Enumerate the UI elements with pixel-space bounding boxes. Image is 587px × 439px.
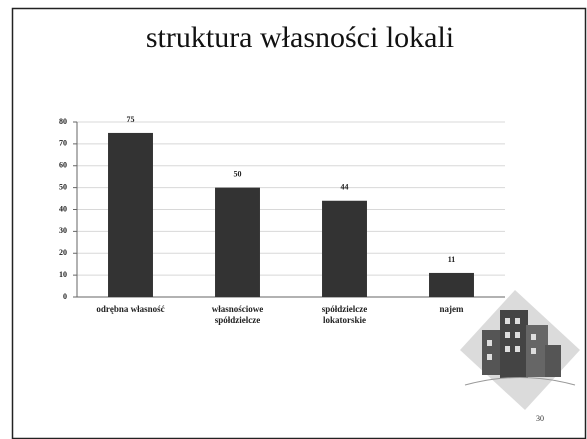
bar [215, 187, 260, 297]
x-tick-label: spółdzielcze lokatorskie [321, 304, 368, 325]
value-label: 44 [341, 183, 349, 192]
y-tick-label: 30 [59, 226, 67, 235]
x-tick-label: odrębna własność [96, 304, 165, 314]
bar [429, 272, 474, 297]
building-icon [460, 290, 580, 410]
page-number: 30 [536, 414, 544, 423]
x-tick-label: własnościowe spółdzielcze [211, 304, 264, 325]
y-tick-label: 60 [59, 161, 67, 170]
value-label: 50 [234, 169, 242, 178]
bar [322, 200, 367, 297]
y-tick-label: 40 [59, 204, 67, 213]
x-tick-label: najem [439, 304, 464, 314]
value-label: 75 [127, 115, 135, 124]
bar [108, 132, 153, 297]
y-tick-label: 20 [59, 248, 67, 257]
chart-title: struktura własności lokali [146, 21, 454, 54]
y-tick-label: 80 [59, 117, 67, 126]
y-tick-label: 50 [59, 182, 67, 191]
y-tick-label: 10 [59, 270, 67, 279]
y-tick-label: 70 [59, 139, 67, 148]
value-label: 11 [448, 255, 456, 264]
y-tick-label: 0 [63, 292, 67, 301]
